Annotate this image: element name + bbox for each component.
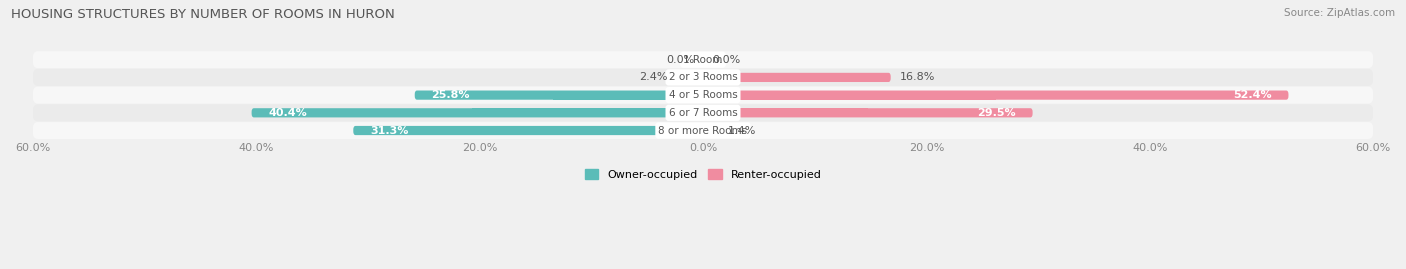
Legend: Owner-occupied, Renter-occupied: Owner-occupied, Renter-occupied (581, 165, 825, 184)
Bar (703, 108, 868, 117)
FancyBboxPatch shape (32, 51, 1374, 68)
Bar (703, 73, 797, 82)
FancyBboxPatch shape (703, 108, 1032, 117)
Text: 0.0%: 0.0% (711, 55, 740, 65)
Text: 0.0%: 0.0% (666, 55, 695, 65)
Text: 2.4%: 2.4% (638, 72, 668, 82)
FancyBboxPatch shape (703, 126, 718, 135)
FancyBboxPatch shape (703, 73, 891, 82)
Bar (554, 90, 703, 100)
Text: 40.4%: 40.4% (269, 108, 307, 118)
Bar (703, 90, 995, 100)
Text: 29.5%: 29.5% (977, 108, 1017, 118)
Text: 1.4%: 1.4% (727, 126, 756, 136)
FancyBboxPatch shape (415, 90, 703, 100)
FancyBboxPatch shape (32, 69, 1374, 86)
FancyBboxPatch shape (252, 108, 703, 117)
Text: 6 or 7 Rooms: 6 or 7 Rooms (669, 108, 737, 118)
Text: HOUSING STRUCTURES BY NUMBER OF ROOMS IN HURON: HOUSING STRUCTURES BY NUMBER OF ROOMS IN… (11, 8, 395, 21)
FancyBboxPatch shape (703, 90, 1288, 100)
FancyBboxPatch shape (676, 73, 703, 82)
FancyBboxPatch shape (32, 104, 1374, 121)
Text: 4 or 5 Rooms: 4 or 5 Rooms (669, 90, 737, 100)
FancyBboxPatch shape (32, 87, 1374, 104)
Text: 52.4%: 52.4% (1233, 90, 1271, 100)
Bar (683, 73, 703, 82)
Text: 25.8%: 25.8% (432, 90, 470, 100)
FancyBboxPatch shape (353, 126, 703, 135)
Bar (472, 108, 703, 117)
Text: 2 or 3 Rooms: 2 or 3 Rooms (669, 72, 737, 82)
Text: 16.8%: 16.8% (900, 72, 935, 82)
Text: 31.3%: 31.3% (370, 126, 408, 136)
FancyBboxPatch shape (32, 122, 1374, 139)
Text: Source: ZipAtlas.com: Source: ZipAtlas.com (1284, 8, 1395, 18)
Bar (523, 126, 703, 135)
Text: 1 Room: 1 Room (683, 55, 723, 65)
Text: 8 or more Rooms: 8 or more Rooms (658, 126, 748, 136)
Bar (703, 126, 711, 135)
